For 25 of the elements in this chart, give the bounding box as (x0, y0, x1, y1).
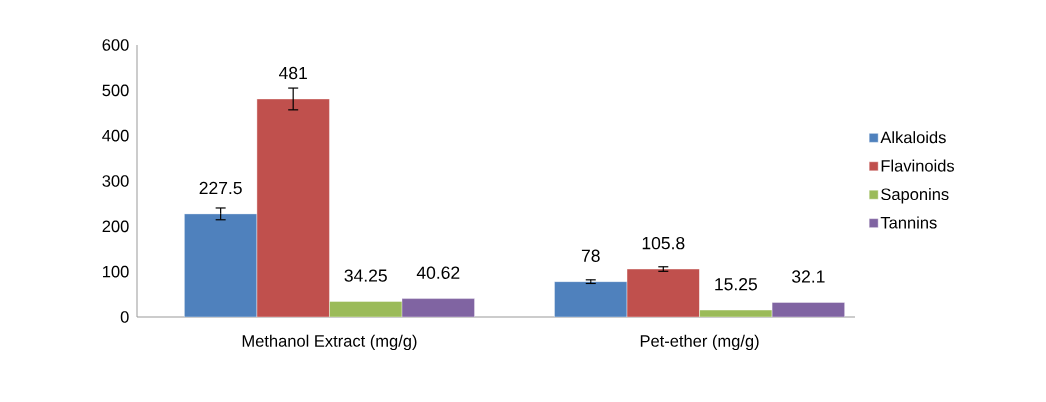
bar (184, 213, 258, 317)
x-tick-label: Pet-ether (mg/g) (640, 334, 759, 351)
x-tick-label: Methanol Extract (mg/g) (242, 334, 417, 351)
legend-label: Tannins (880, 216, 937, 229)
data-label: 34.25 (344, 269, 387, 282)
legend-label: Saponins (881, 188, 949, 204)
bar (256, 98, 330, 317)
data-label: 105.8 (642, 236, 685, 250)
y-tick-label: 300 (102, 175, 129, 187)
bar (554, 281, 628, 317)
legend-label: Alkaloids (880, 131, 946, 144)
data-label: 32.1 (792, 270, 825, 283)
data-label: 227.5 (199, 181, 242, 195)
data-label: 40.62 (416, 266, 460, 279)
data-label: 78 (581, 249, 600, 262)
y-tick-label: 600 (102, 39, 129, 51)
y-tick-label: 500 (102, 84, 129, 97)
data-label: 481 (279, 66, 307, 80)
bar (626, 268, 700, 317)
y-tick-label: 400 (102, 129, 129, 142)
y-tick-label: 100 (103, 265, 129, 278)
legend-label: Flavinoids (881, 159, 955, 172)
y-tick-label: 200 (102, 220, 129, 233)
y-tick-label: 0 (120, 311, 129, 323)
data-label: 15.25 (715, 278, 757, 291)
